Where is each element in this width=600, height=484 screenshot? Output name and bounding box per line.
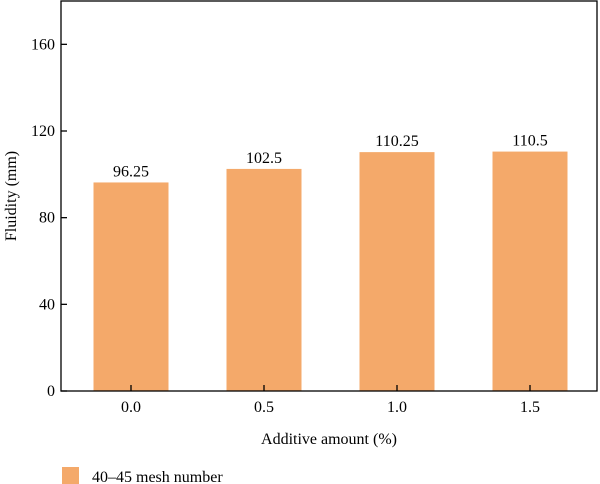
bars — [93, 151, 568, 391]
y-axis-title: Fluidity (mm) — [3, 151, 20, 241]
data-label-0.0: 96.25 — [113, 163, 149, 180]
data-label-1.0: 110.25 — [375, 133, 418, 150]
x-axis: 0.0 0.5 1.0 1.5 — [121, 385, 540, 416]
data-label-0.5: 102.5 — [246, 150, 282, 167]
legend: 40–45 mesh number — [62, 467, 223, 484]
bar-1.5 — [492, 151, 568, 391]
x-tick-label: 0.0 — [121, 399, 141, 416]
plot-frame — [60, 0, 598, 392]
bar-1.0 — [359, 152, 435, 391]
x-tick-label: 1.5 — [520, 399, 540, 416]
data-labels: 96.25 102.5 110.25 110.5 — [113, 133, 548, 181]
y-tick-label: 0 — [47, 383, 55, 400]
y-tick-label: 120 — [31, 123, 55, 140]
y-tick-label: 40 — [39, 296, 55, 313]
bar-0.0 — [93, 182, 169, 391]
y-tick-label: 80 — [39, 210, 55, 227]
data-label-1.5: 110.5 — [512, 133, 547, 150]
y-axis: 0 40 80 120 160 — [31, 36, 67, 400]
legend-swatch — [62, 467, 79, 484]
y-tick-label: 160 — [31, 36, 55, 53]
bar-0.5 — [226, 168, 302, 391]
legend-label: 40–45 mesh number — [92, 469, 223, 484]
x-tick-label: 0.5 — [254, 399, 274, 416]
x-axis-title: Additive amount (%) — [261, 431, 397, 448]
x-tick-label: 1.0 — [387, 399, 407, 416]
